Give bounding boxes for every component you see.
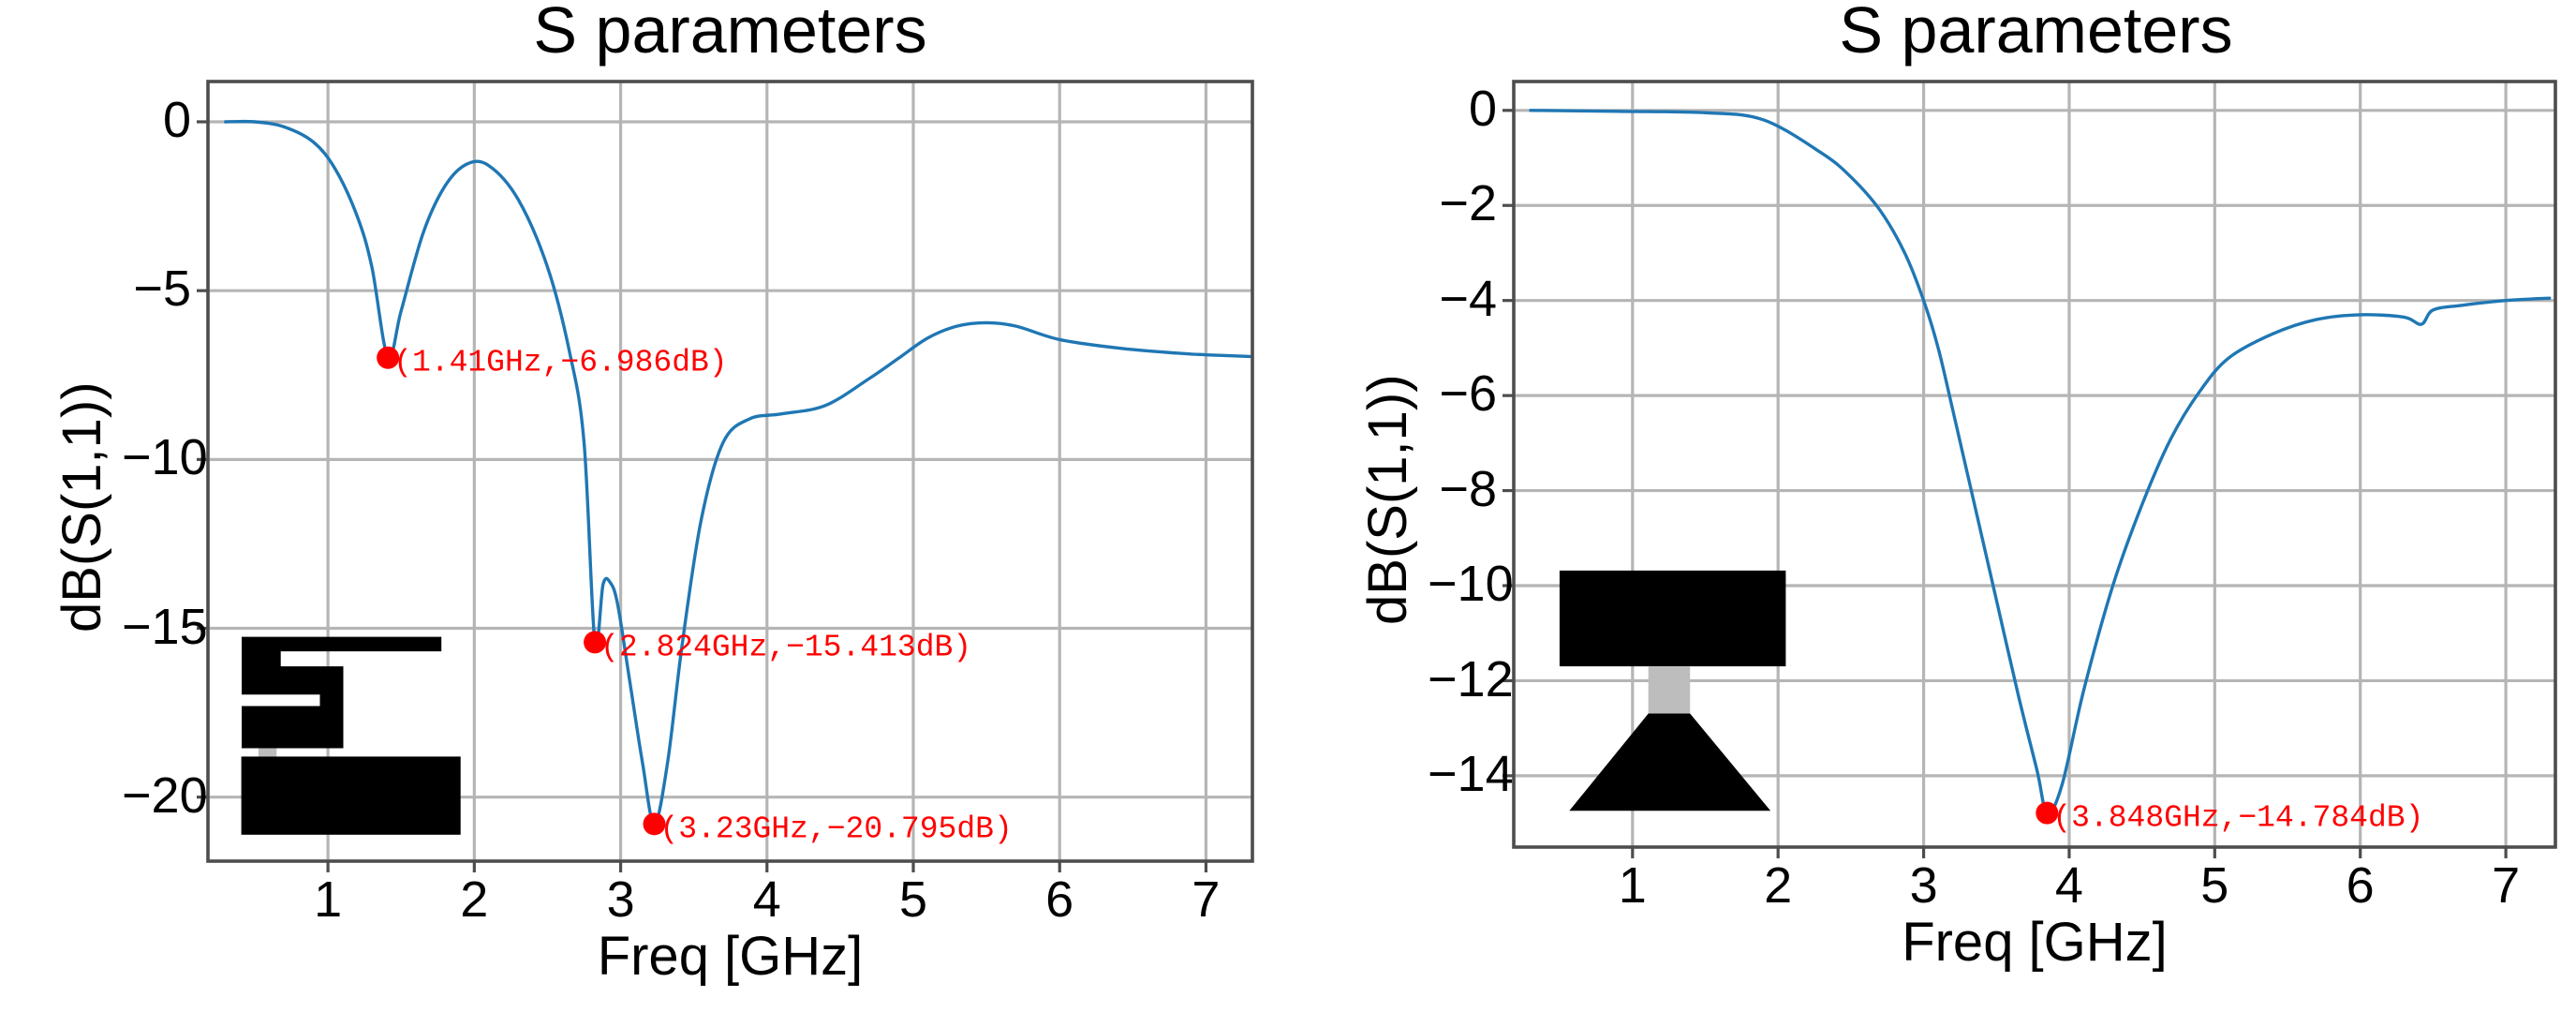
svg-text:(3.23GHz,−20.795dB): (3.23GHz,−20.795dB): [659, 811, 1012, 846]
svg-text:(3.848GHz,−14.784dB): (3.848GHz,−14.784dB): [2052, 801, 2423, 836]
svg-text:(1.41GHz,−6.986dB): (1.41GHz,−6.986dB): [393, 346, 727, 380]
svg-text:(2.824GHz,−15.413dB): (2.824GHz,−15.413dB): [600, 630, 971, 664]
